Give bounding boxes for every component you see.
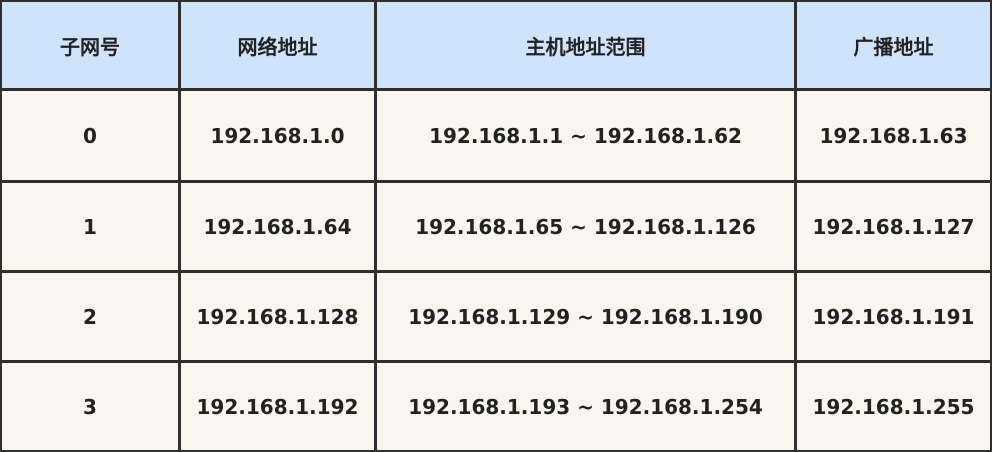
table-cell: 1 bbox=[0, 181, 180, 272]
table-cell: 192.168.1.255 bbox=[795, 361, 992, 452]
table-cell: 2 bbox=[0, 271, 180, 362]
table-cell: 192.168.1.191 bbox=[795, 271, 992, 362]
table-cell: 192.168.1.192 bbox=[179, 361, 376, 452]
table-cell: 192.168.1.127 bbox=[795, 181, 992, 272]
header-cell: 网络地址 bbox=[179, 0, 376, 90]
table-cell: 192.168.1.129 ~ 192.168.1.190 bbox=[375, 271, 796, 362]
table-cell: 0 bbox=[0, 89, 180, 182]
table-cell: 192.168.1.1 ~ 192.168.1.62 bbox=[375, 89, 796, 182]
table-cell: 192.168.1.193 ~ 192.168.1.254 bbox=[375, 361, 796, 452]
table-cell: 192.168.1.128 bbox=[179, 271, 376, 362]
header-cell: 子网号 bbox=[0, 0, 180, 90]
table-cell: 192.168.1.63 bbox=[795, 89, 992, 182]
header-cell: 广播地址 bbox=[795, 0, 992, 90]
table-cell: 192.168.1.64 bbox=[179, 181, 376, 272]
header-cell: 主机地址范围 bbox=[375, 0, 796, 90]
table-cell: 3 bbox=[0, 361, 180, 452]
table-cell: 192.168.1.65 ~ 192.168.1.126 bbox=[375, 181, 796, 272]
table-cell: 192.168.1.0 bbox=[179, 89, 376, 182]
